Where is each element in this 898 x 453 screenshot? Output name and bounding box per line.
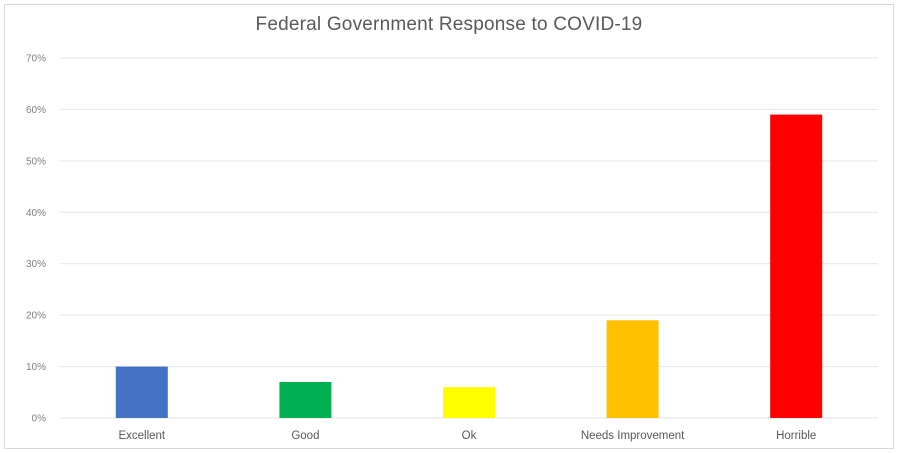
y-tick-label: 40% — [26, 208, 46, 219]
x-category-label: Ok — [462, 430, 477, 442]
bars — [115, 114, 823, 419]
bar-good — [279, 382, 332, 418]
gridlines — [60, 57, 878, 419]
y-tick-label: 60% — [26, 105, 46, 116]
x-category-label: Horrible — [776, 430, 816, 442]
x-axis-category-labels: Excellent Good Ok Needs Improvement Horrible — [118, 430, 816, 442]
y-tick-label: 0% — [32, 414, 47, 425]
y-axis-tick-labels: 0% 10% 20% 30% 40% 50% 60% 70% — [26, 54, 46, 425]
y-tick-label: 20% — [26, 311, 46, 322]
chart-title: Federal Government Response to COVID-19 — [255, 14, 643, 35]
y-tick-label: 10% — [26, 362, 46, 373]
x-category-label: Good — [291, 430, 319, 442]
x-category-label: Excellent — [118, 430, 165, 442]
bar-ok — [443, 387, 495, 418]
x-category-label: Needs Improvement — [581, 430, 685, 442]
y-tick-label: 50% — [26, 156, 46, 167]
bar-horrible — [770, 114, 823, 419]
y-tick-label: 70% — [26, 54, 46, 65]
bar-excellent — [115, 366, 168, 418]
y-tick-label: 30% — [26, 259, 46, 270]
bar-needs-improvement — [606, 320, 659, 418]
